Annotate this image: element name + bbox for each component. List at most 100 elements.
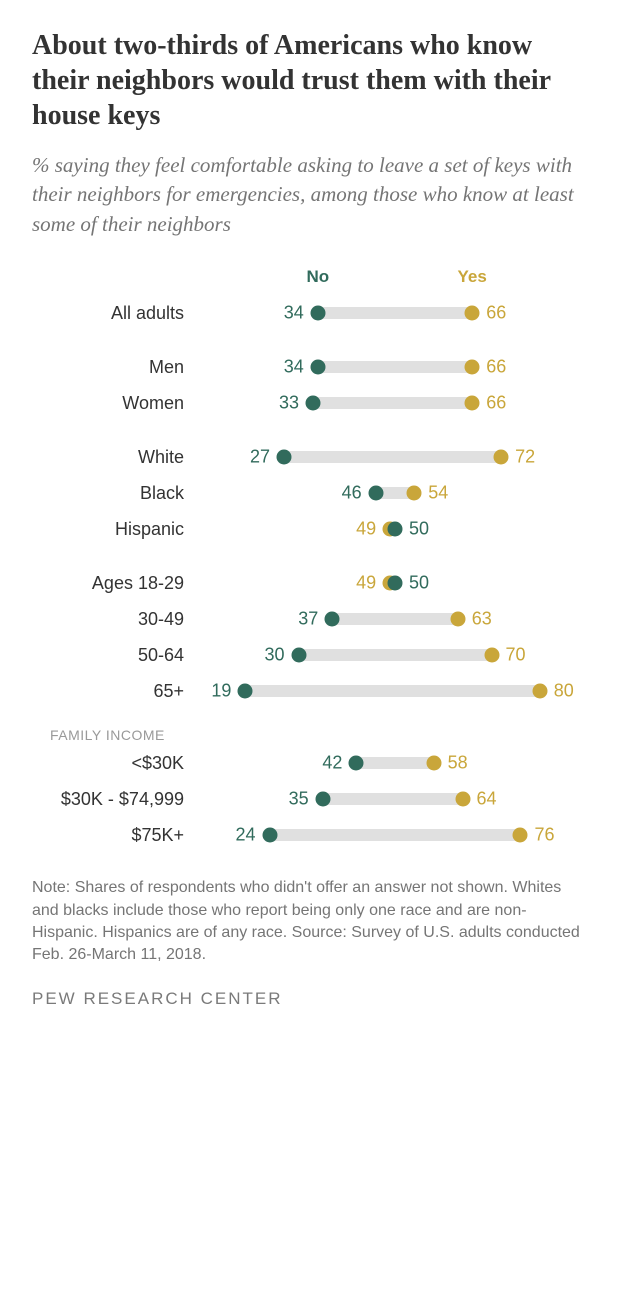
value-yes: 54 — [428, 483, 448, 504]
row-track: 2772 — [202, 451, 588, 463]
row-bar — [323, 793, 463, 805]
row-track: 2476 — [202, 829, 588, 841]
row-bar — [332, 613, 457, 625]
dot-yes — [465, 360, 480, 375]
row-bar — [318, 307, 472, 319]
value-yes: 58 — [448, 753, 468, 774]
chart-row: All adults3466 — [32, 295, 588, 331]
row-track: 3763 — [202, 613, 588, 625]
row-bar — [270, 829, 521, 841]
chart-legend: No Yes — [32, 267, 588, 289]
dot-yes — [465, 396, 480, 411]
dot-no — [238, 684, 253, 699]
chart-row: Men3466 — [32, 349, 588, 385]
dot-no — [368, 486, 383, 501]
value-yes: 49 — [356, 573, 376, 594]
value-no: 27 — [250, 447, 270, 468]
value-yes: 72 — [515, 447, 535, 468]
chart-row: $75K+2476 — [32, 817, 588, 853]
chart-note: Note: Shares of respondents who didn't o… — [32, 877, 588, 967]
dot-yes — [513, 828, 528, 843]
chart-row: 65+1980 — [32, 673, 588, 709]
row-bar — [284, 451, 501, 463]
row-label: Hispanic — [32, 519, 202, 540]
row-bar — [313, 397, 472, 409]
row-label: White — [32, 447, 202, 468]
chart-row: 50-643070 — [32, 637, 588, 673]
chart-row: White2772 — [32, 439, 588, 475]
dot-no — [262, 828, 277, 843]
dot-yes — [494, 450, 509, 465]
chart-row: Hispanic4950 — [32, 511, 588, 547]
legend-yes: Yes — [458, 267, 487, 287]
row-label: <$30K — [32, 753, 202, 774]
row-bar — [318, 361, 472, 373]
row-bar — [245, 685, 539, 697]
dot-no — [277, 450, 292, 465]
dot-no — [388, 522, 403, 537]
row-label: 50-64 — [32, 645, 202, 666]
row-track: 4950 — [202, 523, 588, 535]
row-label: Women — [32, 393, 202, 414]
dot-yes — [465, 306, 480, 321]
chart-row: Women3366 — [32, 385, 588, 421]
value-no: 37 — [298, 609, 318, 630]
value-no: 24 — [236, 825, 256, 846]
chart-title: About two-thirds of Americans who know t… — [32, 28, 588, 133]
value-yes: 66 — [486, 303, 506, 324]
value-yes: 66 — [486, 357, 506, 378]
row-label: $30K - $74,999 — [32, 789, 202, 810]
value-no: 46 — [342, 483, 362, 504]
dot-yes — [450, 612, 465, 627]
row-label: $75K+ — [32, 825, 202, 846]
dot-no — [310, 306, 325, 321]
value-yes: 49 — [356, 519, 376, 540]
value-no: 34 — [284, 303, 304, 324]
row-bar — [356, 757, 433, 769]
value-no: 34 — [284, 357, 304, 378]
dot-no — [291, 648, 306, 663]
dot-yes — [407, 486, 422, 501]
value-no: 30 — [264, 645, 284, 666]
value-yes: 63 — [472, 609, 492, 630]
chart-row: <$30K4258 — [32, 745, 588, 781]
dot-yes — [426, 756, 441, 771]
value-yes: 66 — [486, 393, 506, 414]
row-track: 4654 — [202, 487, 588, 499]
chart-subtitle: % saying they feel comfortable asking to… — [32, 151, 588, 239]
row-track: 3070 — [202, 649, 588, 661]
row-track: 3366 — [202, 397, 588, 409]
row-label: All adults — [32, 303, 202, 324]
dot-no — [349, 756, 364, 771]
value-yes: 80 — [554, 681, 574, 702]
value-no: 42 — [322, 753, 342, 774]
chart-group: White2772Black4654Hispanic4950 — [32, 439, 588, 547]
value-yes: 76 — [534, 825, 554, 846]
chart-group: All adults3466 — [32, 295, 588, 331]
dot-no — [305, 396, 320, 411]
chart-area: NoYesAll adults3466Men3466Women3366White… — [32, 267, 588, 853]
row-label: Ages 18-29 — [32, 573, 202, 594]
chart-row: Ages 18-294950 — [32, 565, 588, 601]
chart-group: FAMILY INCOME<$30K4258$30K - $74,9993564… — [32, 727, 588, 853]
row-label: 30-49 — [32, 609, 202, 630]
chart-row: Black4654 — [32, 475, 588, 511]
chart-group: Ages 18-29495030-49376350-64307065+1980 — [32, 565, 588, 709]
value-no: 50 — [409, 519, 429, 540]
dot-no — [315, 792, 330, 807]
dot-yes — [484, 648, 499, 663]
chart-group: Men3466Women3366 — [32, 349, 588, 421]
row-track: 3466 — [202, 307, 588, 319]
value-no: 19 — [211, 681, 231, 702]
row-track: 3564 — [202, 793, 588, 805]
chart-source: PEW RESEARCH CENTER — [32, 989, 588, 1009]
value-yes: 70 — [506, 645, 526, 666]
legend-no: No — [306, 267, 329, 287]
row-label: 65+ — [32, 681, 202, 702]
dot-yes — [532, 684, 547, 699]
dot-no — [388, 576, 403, 591]
row-track: 1980 — [202, 685, 588, 697]
row-track: 4258 — [202, 757, 588, 769]
dot-yes — [455, 792, 470, 807]
value-no: 33 — [279, 393, 299, 414]
